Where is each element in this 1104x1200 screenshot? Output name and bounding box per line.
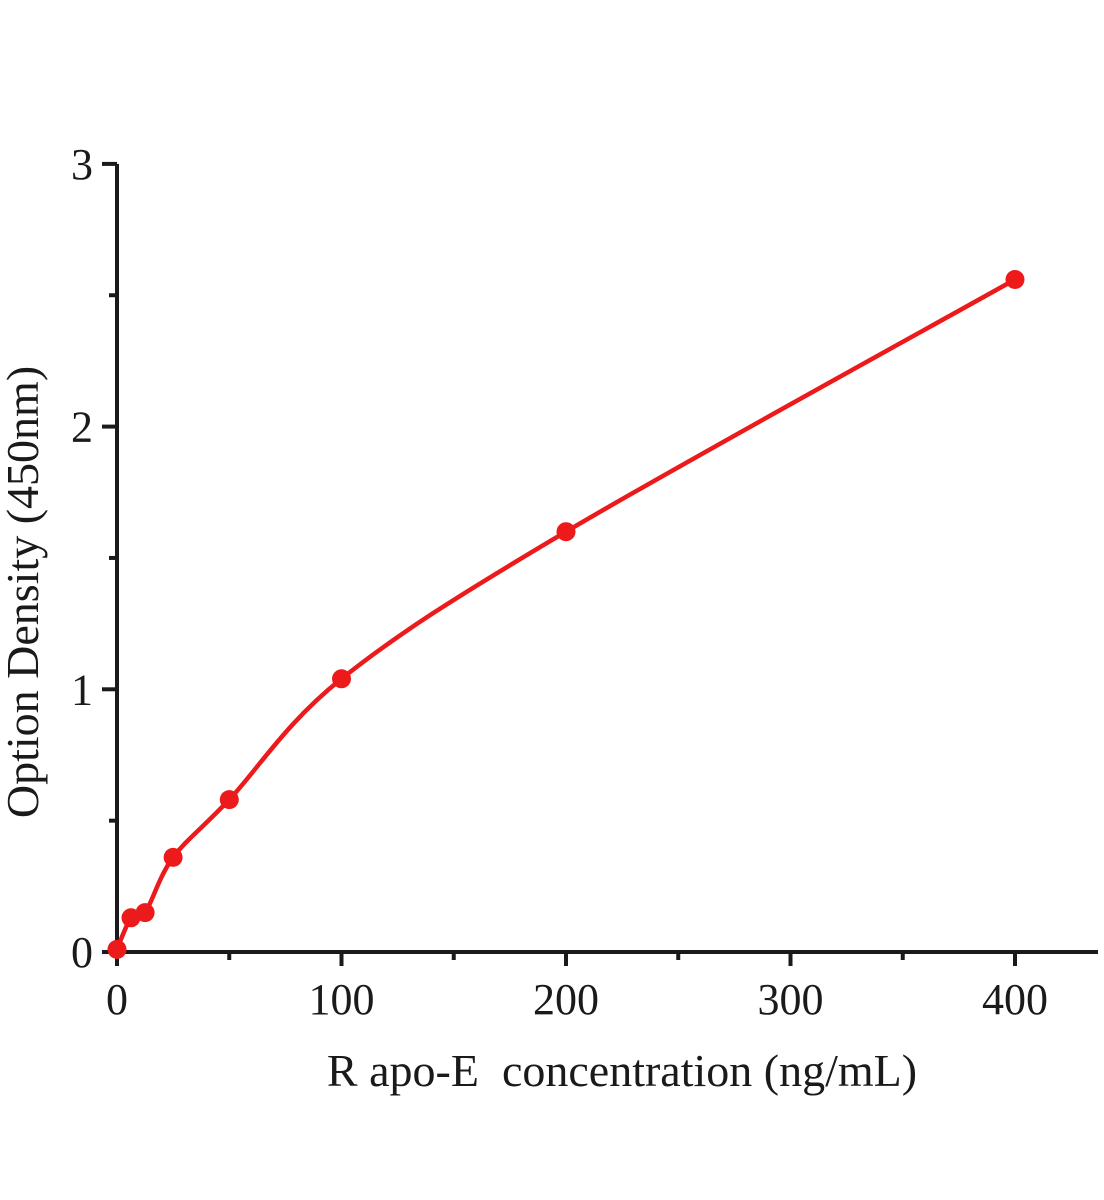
data-point — [556, 522, 576, 542]
data-point — [332, 669, 351, 689]
fit-curve — [114, 277, 1018, 952]
x-axis-title: R apo-E concentration (ng/mL) — [327, 1045, 917, 1096]
x-tick-label: 300 — [758, 975, 824, 1024]
data-point — [163, 847, 183, 867]
data-point — [1005, 270, 1025, 289]
y-tick-label: 3 — [71, 140, 93, 189]
y-axis-title: Option Density (450nm) — [0, 366, 48, 818]
y-tick-label: 0 — [71, 928, 93, 977]
x-tick-label: 200 — [533, 975, 599, 1024]
series-layer — [107, 270, 1025, 959]
x-tick-label: 400 — [982, 975, 1048, 1024]
y-tick-label: 1 — [71, 665, 93, 714]
axes-layer: 0 100 200 300 400 0 1 2 3 — [71, 140, 1098, 1024]
y-tick-label: 2 — [71, 403, 93, 452]
x-tick-label: 100 — [309, 975, 375, 1024]
data-point — [107, 939, 127, 959]
data-point — [135, 903, 155, 923]
x-tick-label: 0 — [106, 975, 128, 1024]
data-point — [219, 790, 239, 810]
